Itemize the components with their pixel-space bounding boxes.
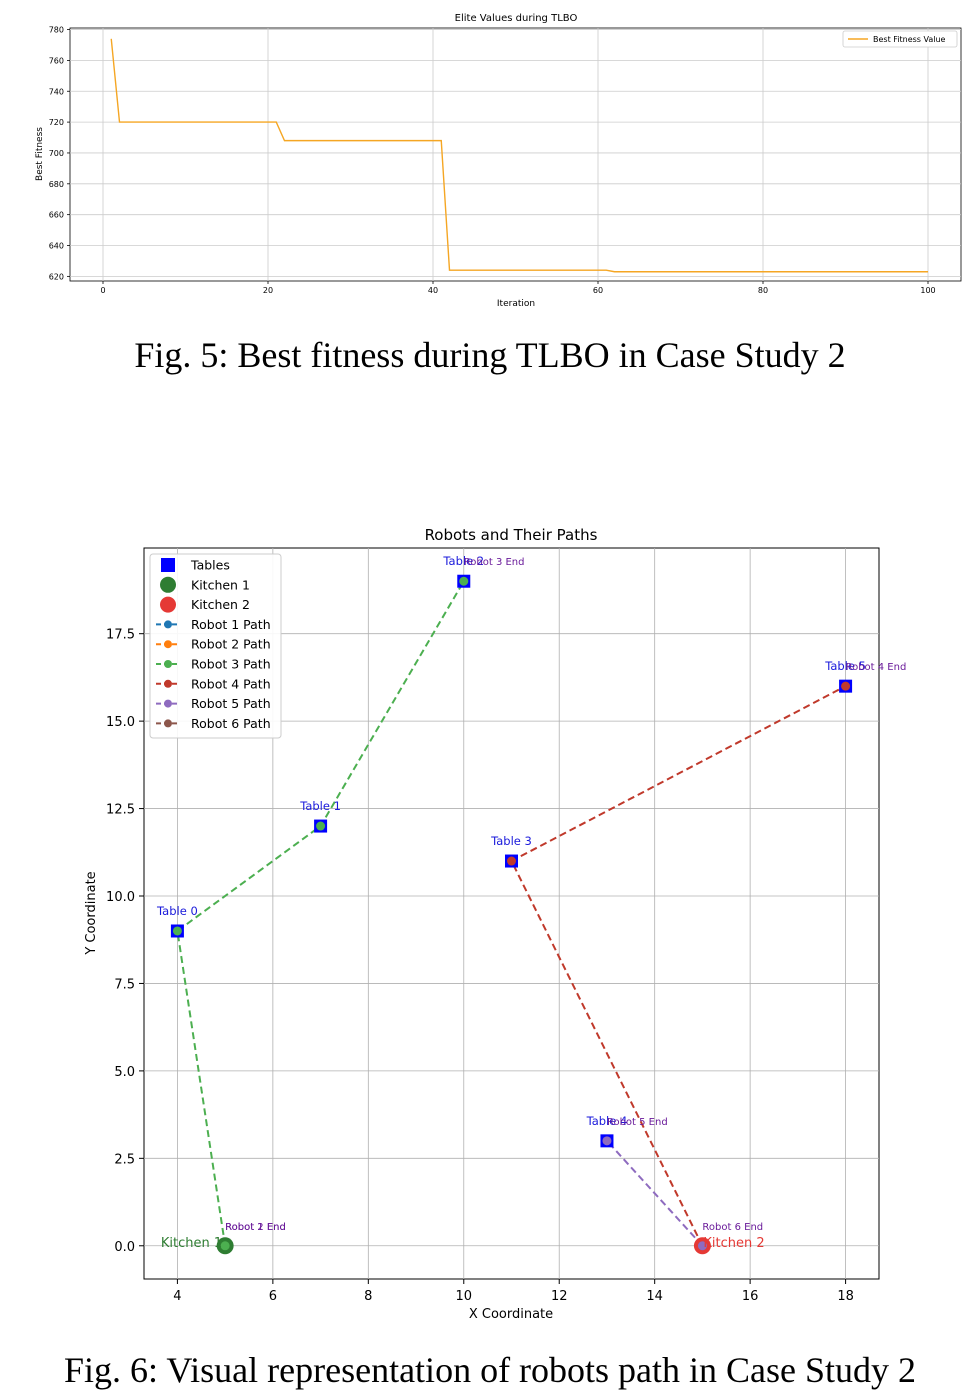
legend-swatch-dot <box>164 660 172 668</box>
x-tick-label: 6 <box>269 1289 277 1304</box>
x-tick-label: 60 <box>593 286 603 295</box>
figure-5-caption: Fig. 5: Best fitness during TLBO in Case… <box>134 335 846 375</box>
legend-swatch-circle <box>160 576 176 593</box>
y-tick-label: 15.0 <box>106 715 135 730</box>
point-labels: Table 0 Table 1 Table 2 Table 3 Table 4 Table… <box>156 554 906 1251</box>
axis-ticks: 0 20 40 60 80 100 620 640 660 680 700 720 740 760 780 <box>49 26 936 295</box>
y-tick-label: 720 <box>49 118 64 127</box>
table-label: Table 1 <box>299 799 341 813</box>
x-tick-label: 40 <box>428 286 438 295</box>
legend-swatch-dot <box>164 719 172 728</box>
robot-5-waypoint <box>602 1136 612 1146</box>
legend-label: Kitchen 2 <box>191 597 250 612</box>
y-tick-label: 7.5 <box>114 977 135 992</box>
y-tick-label: 640 <box>49 242 64 251</box>
y-tick-label: 760 <box>49 56 64 65</box>
fitness-chart: Elite Values during TLBO 0 20 40 60 80 100 620… <box>35 13 962 309</box>
kitchen-label: Kitchen 1 <box>161 1236 222 1251</box>
y-tick-label: 10.0 <box>106 890 135 905</box>
series-lines <box>110 38 928 273</box>
x-tick-label: 20 <box>263 286 273 295</box>
y-axis-label: Y Coordinate <box>84 871 99 955</box>
legend-label: Robot 2 Path <box>191 637 271 652</box>
x-axis-label: X Coordinate <box>469 1307 553 1322</box>
grid <box>70 28 961 281</box>
robot-3-waypoint <box>172 926 182 936</box>
y-tick-label: 620 <box>49 272 64 281</box>
figure-6-caption: Fig. 6: Visual representation of robots … <box>63 1350 917 1390</box>
robot-3-waypoint <box>459 576 469 586</box>
y-tick-label: 12.5 <box>106 803 135 818</box>
legend-swatch-square <box>161 558 175 572</box>
y-tick-label: 0.0 <box>114 1240 135 1255</box>
table-label: Table 2 <box>442 554 484 568</box>
robot-3-path <box>176 580 465 1246</box>
legend-label: Best Fitness Value <box>873 35 946 44</box>
axis-ticks: 4 6 8 10 12 14 16 18 0.0 2.5 5.0 7.5 10.0 12.5 15.0 17.… <box>106 628 854 1304</box>
chart-title: Robots and Their Paths <box>425 526 598 544</box>
y-axis-label: Best Fitness <box>35 127 45 181</box>
x-axis-label: Iteration <box>497 299 535 309</box>
robot-5-path <box>606 1140 704 1247</box>
legend-label: Kitchen 1 <box>191 577 250 592</box>
legend-label: Robot 5 Path <box>191 696 271 711</box>
x-tick-label: 8 <box>364 1289 372 1304</box>
robot-end-label: Robot 3 End <box>464 557 525 568</box>
x-tick-label: 16 <box>742 1289 759 1304</box>
y-tick-label: 2.5 <box>114 1152 135 1167</box>
robot-3-waypoint <box>220 1241 230 1251</box>
legend-swatch-dot <box>164 679 172 688</box>
table-label: Table 0 <box>156 904 198 918</box>
legend-swatch-dot <box>164 620 172 629</box>
robot-end-label: Robot 6 End <box>702 1222 763 1233</box>
legend-swatch-dot <box>164 699 172 708</box>
robot-5-waypoint <box>697 1241 707 1251</box>
robot-4-waypoint <box>507 856 516 866</box>
robot-end-label: Robot 2 End <box>225 1222 286 1233</box>
robot-end-label: Robot 5 End <box>607 1117 668 1128</box>
x-tick-label: 12 <box>551 1289 568 1304</box>
legend-swatch-dot <box>164 640 172 649</box>
best-fitness-line <box>110 38 928 273</box>
x-tick-label: 10 <box>455 1289 472 1304</box>
chart-title: Elite Values during TLBO <box>455 13 578 24</box>
y-tick-label: 660 <box>49 211 64 220</box>
x-tick-label: 0 <box>100 286 105 295</box>
legend-label: Robot 1 Path <box>191 617 271 632</box>
y-tick-label: 680 <box>49 180 64 189</box>
legend-swatch-circle <box>160 596 176 613</box>
y-tick-label: 17.5 <box>106 628 135 643</box>
robot-end-label: Robot 4 End <box>846 662 907 673</box>
table-label: Table 5 <box>824 659 866 673</box>
legend-label: Tables <box>190 558 230 573</box>
legend-label: Robot 3 Path <box>191 657 271 672</box>
table-label: Table 4 <box>586 1114 628 1128</box>
x-tick-label: 80 <box>758 286 768 295</box>
legend-box <box>149 553 282 739</box>
y-tick-label: 700 <box>49 149 64 158</box>
x-tick-label: 4 <box>173 1289 181 1304</box>
legend-box <box>842 30 958 48</box>
y-tick-label: 780 <box>49 26 64 35</box>
y-tick-label: 740 <box>49 87 64 96</box>
legend: Tables Kitchen 1 Kitchen 2 Robot 1 Path Robo… <box>149 553 282 739</box>
kitchen-label: Kitchen 2 <box>703 1236 764 1251</box>
markers <box>170 574 853 1255</box>
x-tick-label: 14 <box>646 1289 663 1304</box>
plot-area <box>69 27 962 282</box>
legend-label: Robot 4 Path <box>191 676 271 691</box>
x-tick-label: 18 <box>837 1289 854 1304</box>
legend: Best Fitness Value <box>842 30 958 48</box>
table-label: Table 3 <box>490 834 532 848</box>
y-tick-label: 5.0 <box>114 1065 135 1080</box>
x-tick-label: 100 <box>920 286 935 295</box>
robot-end-label: Robot 1 End <box>225 1222 286 1233</box>
robot-4-waypoint <box>841 681 851 691</box>
legend-label: Robot 6 Path <box>191 716 271 731</box>
robot-3-waypoint <box>316 821 326 831</box>
